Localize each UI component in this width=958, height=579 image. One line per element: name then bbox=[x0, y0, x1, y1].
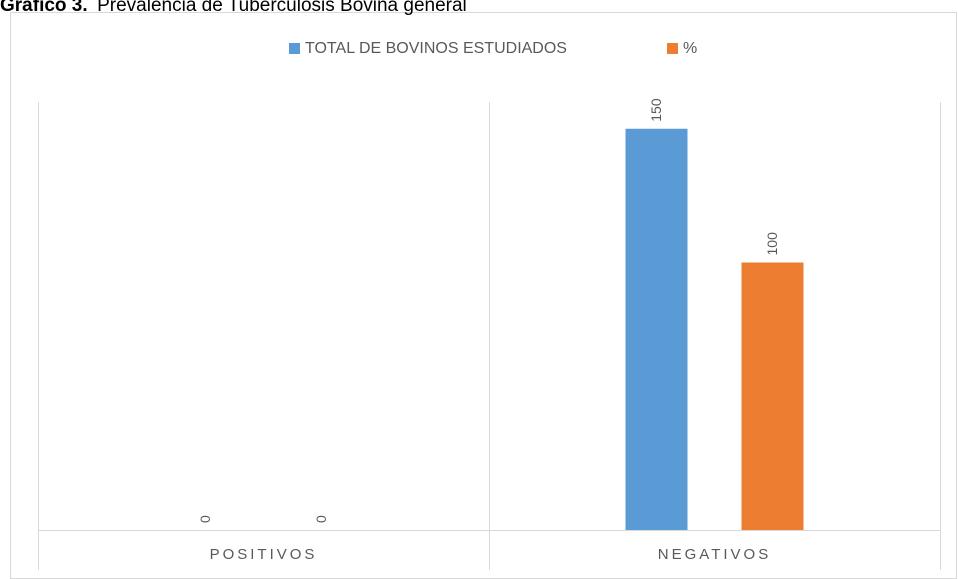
data-label: 0 bbox=[313, 515, 329, 523]
legend-label: % bbox=[683, 40, 697, 57]
title-text: Prevalencia de Tuberculosis Bovina gener… bbox=[97, 0, 467, 16]
legend-swatch bbox=[289, 43, 300, 54]
chart-title: Gráfico 3. Prevalencia de Tuberculosis B… bbox=[0, 0, 467, 16]
legend-swatch bbox=[667, 43, 678, 54]
chart-border bbox=[10, 12, 957, 579]
data-label: 100 bbox=[764, 232, 780, 256]
legend-label: TOTAL DE BOVINOS ESTUDIADOS bbox=[305, 40, 567, 57]
bar bbox=[741, 262, 804, 530]
data-label: 0 bbox=[197, 515, 213, 523]
x-tick-label: NEGATIVOS bbox=[658, 546, 771, 563]
x-tick-label: POSITIVOS bbox=[210, 546, 318, 563]
data-label: 150 bbox=[648, 98, 664, 122]
title-label: Gráfico 3. bbox=[0, 0, 88, 16]
bar bbox=[625, 128, 688, 530]
